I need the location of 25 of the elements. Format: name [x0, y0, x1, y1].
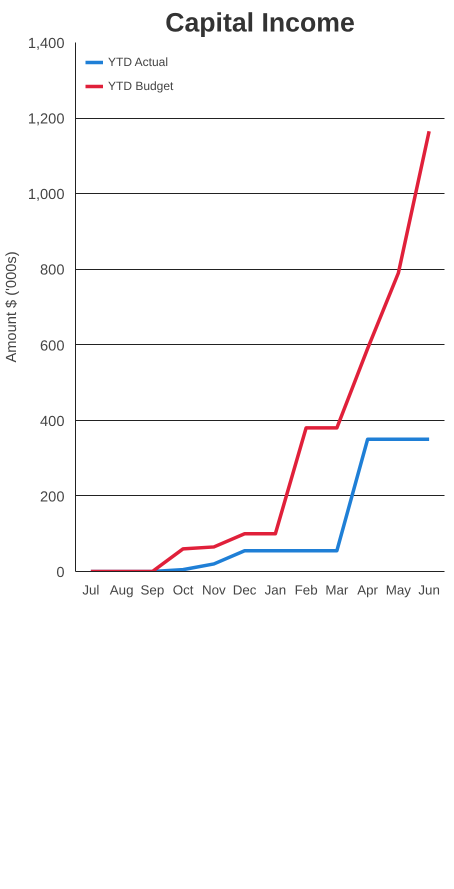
x-tick-label: Jan — [264, 582, 286, 598]
x-tick-label: Aug — [110, 582, 134, 598]
x-tick-label: Oct — [172, 582, 194, 598]
line-series — [89, 130, 431, 572]
y-tick-label: 1,200 — [28, 112, 65, 128]
legend-label: YTD Actual — [108, 55, 168, 69]
x-tick-label: Jun — [418, 582, 440, 598]
y-tick-label: 400 — [40, 414, 65, 430]
x-tick-label: Jul — [82, 582, 100, 598]
y-tick-label: 600 — [40, 338, 65, 354]
x-tick-label: Feb — [294, 582, 318, 598]
y-tick-label: 0 — [56, 565, 65, 581]
x-tick-label: Sep — [140, 582, 164, 598]
x-tick-label: Nov — [202, 582, 226, 598]
x-tick-label: Dec — [232, 582, 257, 598]
y-tick-label: 1,400 — [28, 36, 65, 52]
y-tick-label: 800 — [40, 262, 65, 279]
x-tick-label: May — [386, 582, 412, 598]
chart-title: Capital Income — [165, 8, 355, 38]
legend-label: YTD Budget — [108, 79, 174, 93]
y-tick-label: 1,000 — [28, 187, 65, 204]
y-tick-label: 200 — [40, 489, 65, 506]
x-tick-label: Mar — [325, 582, 349, 598]
x-tick-label: Apr — [357, 582, 379, 598]
y-axis-title: Amount $ ('000s) — [4, 251, 20, 363]
